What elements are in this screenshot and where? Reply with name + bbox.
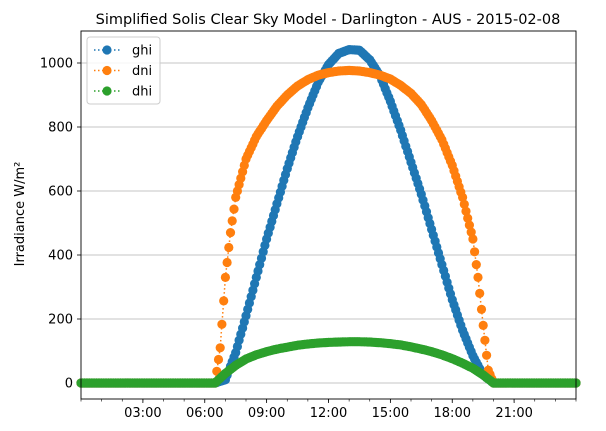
- legend-marker-dhi: [102, 86, 112, 96]
- legend-label-dni: dni: [132, 64, 152, 79]
- data-point-dni: [464, 220, 474, 230]
- legend-marker-ghi: [102, 45, 112, 55]
- y-tick-label: 400: [48, 249, 73, 264]
- series-dhi: [76, 337, 581, 388]
- y-axis-label: Irradiance W/m²: [13, 162, 28, 267]
- data-point-dni: [475, 288, 485, 298]
- y-tick-label: 0: [65, 377, 73, 392]
- data-point-dni: [213, 354, 224, 365]
- data-point-dni: [482, 350, 492, 360]
- data-point-dni: [473, 272, 483, 282]
- axes-frame: [80, 30, 577, 400]
- legend-marker-dni: [102, 65, 112, 76]
- data-point-dni: [215, 343, 225, 353]
- data-point-dni: [461, 206, 471, 216]
- data-point-dni: [229, 204, 239, 214]
- data-point-dni: [227, 216, 237, 226]
- x-tick-label: 21:00: [495, 406, 532, 421]
- y-tick-label: 1000: [40, 57, 73, 72]
- legend: ghi dni dhi: [86, 36, 161, 105]
- y-tick-label: 600: [48, 185, 73, 200]
- data-point-dni: [458, 192, 468, 202]
- data-point-dni: [478, 320, 488, 330]
- data-point-dni: [224, 242, 234, 253]
- data-point-dni: [217, 319, 227, 329]
- data-point-dni: [476, 304, 487, 314]
- data-point-dni: [468, 234, 478, 244]
- x-tick-label: 12:00: [310, 406, 347, 421]
- legend-label-dhi: dhi: [132, 85, 152, 100]
- data-point-dni: [219, 296, 229, 306]
- x-tick-label: 18:00: [434, 406, 471, 421]
- data-point-dni: [222, 257, 232, 268]
- y-tick-label: 200: [48, 313, 73, 328]
- y-tick-label: 800: [48, 121, 73, 136]
- chart-title: Simplified Solis Clear Sky Model - Darli…: [96, 12, 561, 28]
- x-tick-label: 03:00: [124, 406, 161, 421]
- data-point-dni: [480, 335, 490, 345]
- x-tick-label: 15:00: [372, 406, 409, 421]
- x-tick-label: 06:00: [186, 406, 223, 421]
- data-point-dni: [471, 260, 481, 270]
- data-point-dni: [225, 228, 236, 238]
- data-point-dni: [470, 247, 480, 257]
- x-tick-label: 09:00: [248, 406, 285, 421]
- plot-area: 0 200 400 600 800 1000 03:00 06:00 09:00 12:00 15:…: [40, 30, 581, 421]
- data-point-dni: [459, 199, 469, 209]
- data-point-dni: [466, 227, 476, 237]
- legend-label-ghi: ghi: [132, 44, 152, 59]
- data-point-dni: [220, 272, 230, 282]
- data-point-dni: [463, 213, 473, 223]
